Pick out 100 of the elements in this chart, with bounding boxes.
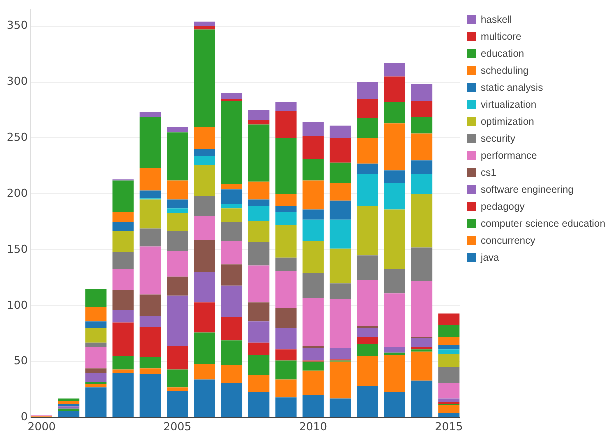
legend-label: computer science education: [481, 218, 606, 230]
legend-label: software engineering: [481, 184, 574, 196]
y-tick-label: 50: [14, 354, 28, 368]
bar: [330, 362, 352, 399]
bar: [86, 384, 107, 388]
bar: [167, 200, 188, 209]
bar: [194, 156, 216, 166]
bar: [276, 360, 297, 380]
bar: [411, 84, 433, 102]
bar: [167, 180, 188, 200]
bar: [248, 302, 270, 322]
bar: [330, 126, 352, 138]
bar: [112, 373, 134, 418]
bar: [357, 118, 378, 138]
bar: [357, 138, 378, 164]
bar: [411, 116, 433, 134]
bar: [276, 271, 297, 308]
bar: [438, 413, 460, 418]
legend-label: scheduling: [481, 66, 529, 77]
bar: [384, 124, 406, 171]
bar: [330, 299, 352, 348]
bar: [86, 322, 107, 328]
bar: [302, 348, 324, 361]
bar: [384, 102, 406, 124]
bar: [194, 30, 216, 128]
bar: [140, 374, 162, 418]
legend-label: optimization: [481, 116, 534, 128]
legend-label: virtualization: [481, 100, 537, 111]
bar: [411, 134, 433, 161]
y-tick-label: 350: [6, 19, 28, 32]
bar: [302, 180, 324, 210]
bar: [411, 174, 433, 194]
bar: [248, 355, 270, 376]
x-tick-label: 2000: [28, 420, 56, 434]
bar: [194, 22, 216, 26]
bar: [411, 352, 433, 381]
bar: [167, 208, 188, 214]
legend-label: performance: [481, 150, 538, 162]
bar: [221, 383, 243, 418]
bar: [194, 240, 216, 272]
bar: [302, 362, 324, 371]
bar: [140, 357, 162, 369]
bar: [357, 164, 378, 174]
bar: [357, 256, 378, 280]
bar: [221, 264, 243, 286]
y-tick-label: 200: [6, 186, 28, 200]
bar: [411, 194, 433, 248]
bar: [221, 204, 243, 209]
bar: [86, 307, 107, 322]
bar: [276, 328, 297, 350]
bar: [112, 180, 134, 212]
bar: [384, 347, 406, 353]
bar: [276, 225, 297, 258]
bar: [384, 63, 406, 77]
bar: [276, 350, 297, 361]
bar: [302, 220, 324, 242]
bar: [167, 370, 188, 388]
bar: [302, 122, 324, 136]
bar: [248, 266, 270, 303]
bar: [140, 228, 162, 247]
legend-label: concurrency: [481, 236, 536, 247]
bar: [302, 370, 324, 396]
bar: [194, 127, 216, 150]
bar: [357, 337, 378, 344]
bar: [167, 276, 188, 296]
bar: [140, 327, 162, 358]
bar: [357, 99, 378, 118]
bar: [302, 159, 324, 181]
bar: [221, 190, 243, 204]
bar: [276, 258, 297, 272]
bar: [194, 332, 216, 364]
bar: [276, 111, 297, 138]
bar: [357, 344, 378, 356]
bar: [302, 274, 324, 298]
bar: [248, 392, 270, 418]
bar: [438, 350, 460, 354]
bar: [276, 308, 297, 328]
y-tick-label: 100: [6, 298, 28, 312]
bar: [276, 102, 297, 112]
legend-label: static analysis: [481, 82, 544, 94]
bar: [411, 248, 433, 282]
x-tick-label: 2010: [299, 420, 328, 434]
bar: [194, 149, 216, 156]
bar: [438, 345, 460, 350]
bar: [221, 365, 243, 384]
bar: [167, 346, 188, 370]
bar: [221, 286, 243, 318]
bar: [112, 322, 134, 356]
bar: [384, 76, 406, 102]
legend-label: cs1: [481, 168, 497, 179]
bar: [330, 138, 352, 163]
y-tick-label: 300: [6, 75, 28, 88]
bar: [112, 310, 134, 323]
bar: [302, 136, 324, 160]
y-tick-label: 250: [6, 131, 28, 144]
bar: [167, 390, 188, 418]
bar: [384, 170, 406, 183]
bar: [357, 356, 378, 386]
bar: [248, 322, 270, 343]
bar: [330, 162, 352, 183]
